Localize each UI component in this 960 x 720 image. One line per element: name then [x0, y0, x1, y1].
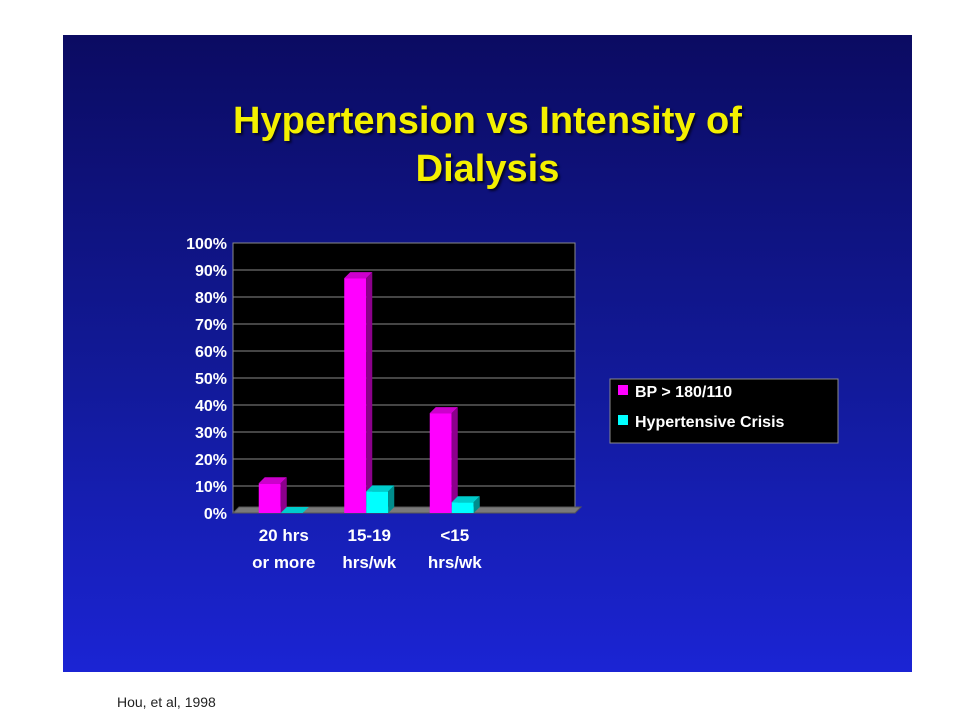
x-tick-label: or more — [252, 553, 315, 572]
legend-box — [609, 378, 839, 444]
slide-background: Hypertension vs Intensity of Dialysis 0%… — [63, 35, 912, 672]
bar — [429, 413, 452, 513]
x-tick-label: <15 — [440, 526, 469, 545]
x-tick-label: 15-19 — [348, 526, 391, 545]
y-tick-label: 80% — [195, 290, 227, 307]
x-tick-label: hrs/wk — [342, 553, 396, 572]
title-line-1: Hypertension vs Intensity of — [233, 100, 742, 142]
bar-top — [429, 407, 458, 414]
legend-swatch — [618, 385, 628, 395]
bar-top — [258, 477, 287, 484]
bar-top — [280, 507, 309, 513]
bar — [451, 502, 474, 513]
y-tick-label: 20% — [195, 452, 227, 469]
legend-label: Hypertensive Crisis — [635, 414, 785, 431]
y-tick-label: 60% — [195, 344, 227, 361]
bar-top — [451, 496, 480, 503]
legend-swatch — [618, 415, 628, 425]
bar — [258, 483, 281, 513]
chart-title: Hypertension vs Intensity of Dialysis — [63, 97, 912, 193]
y-tick-label: 10% — [195, 479, 227, 496]
y-tick-label: 40% — [195, 398, 227, 415]
y-tick-label: 100% — [186, 236, 227, 253]
y-tick-label: 50% — [195, 371, 227, 388]
bar-top — [344, 272, 373, 279]
bar-side — [388, 485, 395, 513]
bar — [344, 278, 367, 513]
bar-side — [451, 407, 458, 513]
y-tick-label: 0% — [204, 506, 227, 523]
bar-side — [366, 272, 373, 513]
x-tick-label: hrs/wk — [428, 553, 482, 572]
bar-side — [473, 496, 480, 513]
citation: Hou, et al, 1998 — [117, 694, 216, 710]
bar-top — [366, 485, 395, 492]
title-line-2: Dialysis — [415, 148, 560, 190]
bar-side — [280, 477, 287, 513]
y-tick-label: 30% — [195, 425, 227, 442]
bar-chart: 0% 10% 20% 30% 40% 50% 60% 70% 80% 90% 100% 20 hrs o… — [186, 236, 839, 572]
legend-label: BP > 180/110 — [635, 384, 732, 401]
y-tick-label: 90% — [195, 263, 227, 280]
bar — [366, 491, 389, 513]
y-tick-label: 70% — [195, 317, 227, 334]
x-tick-label: 20 hrs — [259, 526, 309, 545]
